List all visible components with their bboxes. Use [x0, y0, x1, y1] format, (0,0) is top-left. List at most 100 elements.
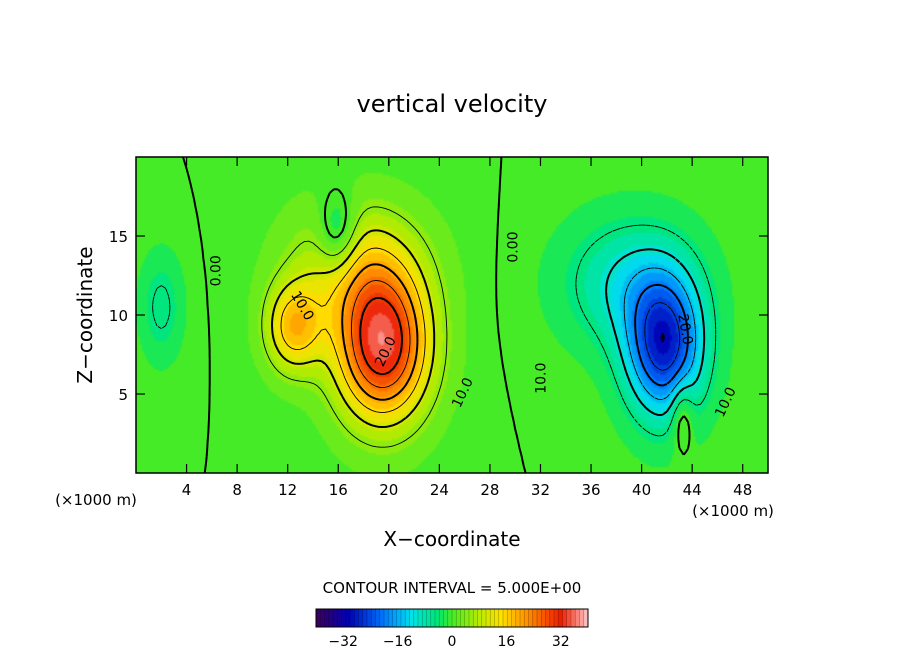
colorbar-band	[452, 609, 457, 627]
colorbar-frame	[315, 608, 589, 628]
x-tick-label: 20	[379, 481, 398, 499]
colorbar-band	[571, 609, 576, 627]
contour-label: 0.00	[209, 255, 225, 286]
colorbar-band	[435, 609, 440, 627]
contour-line	[280, 247, 426, 413]
colorbar-band	[447, 609, 453, 627]
colorbar-band	[503, 609, 508, 627]
colorbar-band	[354, 609, 359, 627]
x-tick-label: 44	[683, 481, 702, 499]
x-tick-label: 32	[531, 481, 550, 499]
colorbar-band	[430, 609, 436, 627]
colorbar-band	[358, 609, 364, 627]
colorbar-band	[396, 609, 402, 627]
colorbar-band	[418, 609, 423, 627]
colorbar-band	[320, 609, 325, 627]
contour-line	[182, 156, 691, 474]
colorbar-band	[524, 609, 529, 627]
colorbar-ticks: −32 −16 0 16 32	[328, 634, 569, 650]
colorbar-band	[422, 609, 427, 627]
chart-title: vertical velocity	[357, 90, 548, 118]
colorbar-band	[333, 609, 338, 627]
x-tick-label: 24	[430, 481, 449, 499]
x-tick-label: 36	[581, 481, 600, 499]
y-tick-label: 5	[118, 386, 128, 404]
colorbar-tick-label: −32	[328, 634, 358, 650]
colorbar-band	[575, 609, 580, 627]
colorbar-band	[541, 609, 546, 627]
colorbar-band	[583, 609, 589, 627]
contour-label: 0.00	[506, 232, 522, 263]
y-tick-label: 15	[109, 228, 128, 246]
contour-line	[660, 332, 665, 343]
colorbar-band	[545, 609, 551, 627]
colorbar-band	[367, 609, 372, 627]
colorbar-band	[388, 609, 393, 627]
colorbar-band	[341, 609, 347, 627]
colorbar-band	[511, 609, 517, 627]
colorbar-band	[456, 609, 461, 627]
colorbar-band	[350, 609, 355, 627]
colorbar-band	[316, 609, 321, 627]
colorbar-band	[379, 609, 385, 627]
contour-line	[359, 297, 403, 376]
colorbar-band	[486, 609, 491, 627]
x-tick-label: 8	[232, 481, 242, 499]
contour-line	[644, 302, 681, 371]
colorbar-band	[443, 609, 449, 627]
colorbar-band	[549, 609, 555, 627]
colorbar-band	[345, 609, 351, 627]
contour-line	[623, 267, 697, 400]
colorbar-band	[362, 609, 368, 627]
colorbar-band	[413, 609, 419, 627]
contour-lines	[152, 156, 717, 474]
y-tick-label: 10	[109, 307, 128, 325]
colorbar-band	[337, 609, 342, 627]
colorbar-band	[490, 609, 495, 627]
y-axis-label: Z−coordinate	[73, 246, 97, 383]
colorbar-band	[460, 609, 466, 627]
colorbar-band	[537, 609, 542, 627]
colorbar-band	[566, 609, 572, 627]
colorbar-tick-label: 16	[497, 634, 515, 650]
x-tick-label: 4	[182, 481, 192, 499]
colorbar-band	[439, 609, 444, 627]
x-axis-label: X−coordinate	[383, 527, 520, 551]
colorbar-band	[392, 609, 398, 627]
colorbar-band	[371, 609, 376, 627]
colorbar-band	[554, 609, 559, 627]
colorbar-band	[473, 609, 478, 627]
colorbar-band	[498, 609, 504, 627]
colorbar-tick-label: −16	[383, 634, 413, 650]
colorbar-band	[375, 609, 381, 627]
x-unit-right: (×1000 m)	[692, 502, 774, 520]
colorbar-band	[426, 609, 432, 627]
x-tick-label: 28	[480, 481, 499, 499]
colorbar-band	[507, 609, 512, 627]
colorbar-band	[562, 609, 568, 627]
colorbar: −32 −16 0 16 32	[315, 608, 589, 650]
contour-line	[351, 279, 411, 388]
contour-line	[261, 206, 448, 448]
colorbar-band	[328, 609, 334, 627]
x-tick-label: 40	[632, 481, 651, 499]
contour-line	[605, 248, 706, 417]
colorbar-band	[515, 609, 521, 627]
x-tick-label: 12	[278, 481, 297, 499]
colorbar-band	[464, 609, 470, 627]
x-tick-label: 48	[733, 481, 752, 499]
colorbar-band	[520, 609, 525, 627]
colorbar-band	[469, 609, 474, 627]
heatmap-image	[136, 157, 768, 473]
colorbar-band	[405, 609, 410, 627]
colorbar-band	[477, 609, 483, 627]
colorbar-band	[324, 609, 330, 627]
colorbar-band	[481, 609, 487, 627]
colorbar-band	[401, 609, 406, 627]
colorbar-band	[409, 609, 415, 627]
x-unit-left: (×1000 m)	[55, 491, 137, 509]
contour-line	[152, 224, 717, 437]
